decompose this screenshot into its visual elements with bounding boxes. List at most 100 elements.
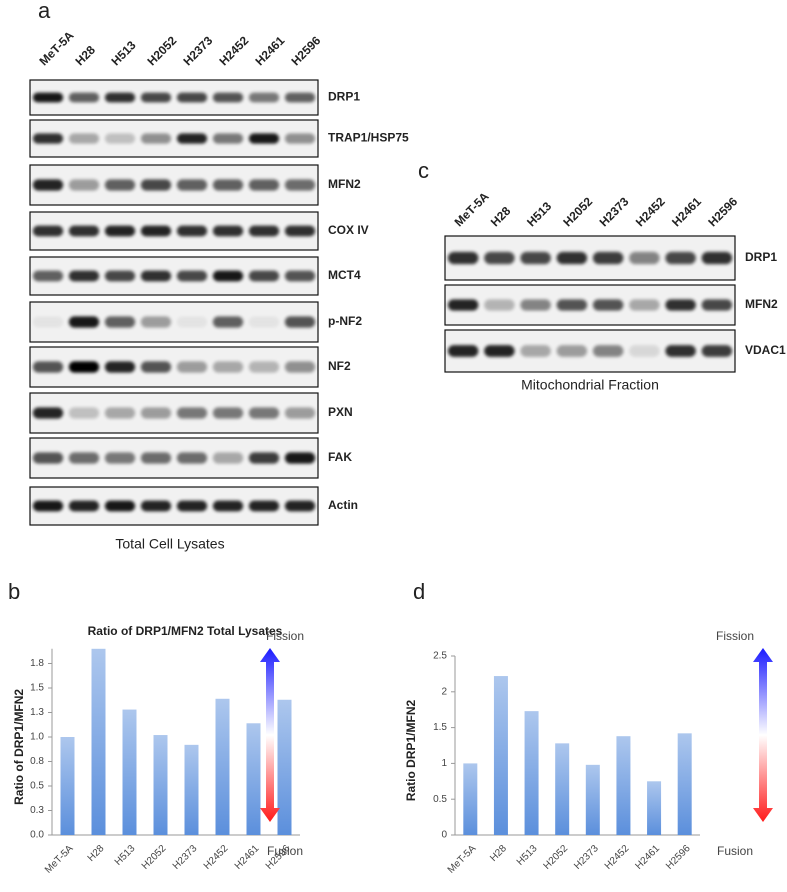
- blot-strip: [29, 211, 319, 251]
- blot-band: [212, 225, 244, 237]
- blot-band: [32, 179, 64, 191]
- bar: [60, 737, 75, 835]
- blot-band: [248, 133, 280, 144]
- bar: [277, 699, 292, 835]
- blot-strip: [29, 256, 319, 296]
- annotation: Fission: [266, 629, 304, 643]
- blot-band: [32, 92, 64, 103]
- blot-band: [176, 270, 208, 282]
- gradient-arrow: [260, 648, 280, 822]
- blot-band: [701, 251, 733, 265]
- x-tick-label: H2452: [202, 843, 231, 872]
- blot-band: [176, 316, 208, 328]
- blot-band: [68, 92, 100, 103]
- panel-label: d: [413, 579, 425, 604]
- blot-band: [248, 179, 280, 191]
- x-tick-label: H2596: [664, 843, 693, 872]
- blot-band: [284, 407, 316, 419]
- y-tick-label: 0.8: [30, 756, 44, 767]
- blot-strip: [29, 437, 319, 479]
- blot-band: [284, 361, 316, 373]
- blot-band: [665, 251, 696, 265]
- blot-strip: [29, 119, 319, 158]
- lane-label: H2596: [705, 194, 740, 229]
- y-tick-label: 1.5: [433, 722, 447, 733]
- blot-band: [212, 361, 244, 373]
- blot-band: [32, 407, 64, 419]
- lane-label: H2373: [597, 194, 632, 229]
- blot-band: [484, 345, 515, 357]
- blot-band: [104, 225, 136, 237]
- y-tick-label: 0.5: [30, 781, 44, 792]
- blot-band: [520, 299, 551, 311]
- blot-band: [176, 133, 208, 144]
- blot-band: [701, 299, 733, 311]
- blot-strip: [29, 486, 319, 526]
- lane-label: H2596: [288, 33, 323, 68]
- blot-band: [212, 270, 244, 282]
- blot-band: [556, 251, 588, 265]
- blot-band: [32, 225, 64, 237]
- lane-label: MeT-5A: [452, 189, 492, 229]
- bar: [647, 781, 662, 835]
- x-tick-label: H2373: [572, 843, 601, 872]
- blot-strip: [29, 164, 319, 206]
- panel-caption: Mitochondrial Fraction: [521, 377, 659, 393]
- row-label: NF2: [328, 359, 351, 373]
- y-tick-label: 0.5: [433, 794, 447, 805]
- blot-band: [284, 133, 316, 144]
- lane-label: H2461: [252, 33, 287, 68]
- lane-label: H2452: [216, 33, 251, 68]
- bar: [616, 736, 631, 835]
- blot-band: [68, 179, 100, 191]
- blot-band: [484, 251, 515, 265]
- bar: [184, 744, 199, 835]
- x-tick-label: MeT-5A: [43, 843, 76, 876]
- panel-label: c: [418, 158, 429, 183]
- blot-band: [447, 299, 479, 311]
- blot-strip: [444, 235, 736, 281]
- blot-band: [212, 316, 244, 328]
- blot-band: [248, 452, 280, 464]
- blot-band: [629, 299, 660, 311]
- blot-band: [68, 270, 100, 282]
- lane-label: H513: [108, 38, 138, 68]
- blot-band: [140, 407, 172, 419]
- bar: [585, 764, 600, 835]
- blot-band: [284, 92, 316, 103]
- blot-band: [176, 92, 208, 103]
- row-label: VDAC1: [745, 343, 786, 357]
- blot-band: [248, 361, 280, 373]
- blot-band: [140, 179, 172, 191]
- blot-band: [248, 270, 280, 282]
- blot-strip: [444, 284, 736, 326]
- y-tick-label: 1: [441, 758, 447, 769]
- blot-band: [248, 407, 280, 419]
- blot-band: [284, 500, 316, 512]
- blot-band: [248, 500, 280, 512]
- blot-band: [104, 133, 136, 144]
- annotation: Fission: [716, 629, 754, 643]
- panel-label: b: [8, 579, 20, 604]
- blot-band: [68, 316, 100, 328]
- blot-band: [592, 299, 624, 311]
- blot-band: [176, 225, 208, 237]
- row-label: MFN2: [328, 177, 361, 191]
- x-tick-label: H28: [488, 843, 509, 864]
- y-axis-label: Ratio of DRP1/MFN2: [12, 689, 26, 805]
- blot-band: [104, 452, 136, 464]
- panel-label: a: [38, 0, 51, 23]
- row-label: MFN2: [745, 297, 778, 311]
- blot-band: [212, 452, 244, 464]
- x-tick-label: H28: [86, 843, 107, 864]
- blot-band: [104, 316, 136, 328]
- blot-band: [176, 500, 208, 512]
- bar: [246, 723, 261, 835]
- blot-band: [140, 225, 172, 237]
- blot-band: [104, 270, 136, 282]
- bar: [677, 733, 692, 835]
- y-tick-label: 0: [441, 830, 447, 841]
- y-tick-label: 0.3: [30, 805, 44, 816]
- blot-band: [520, 251, 551, 265]
